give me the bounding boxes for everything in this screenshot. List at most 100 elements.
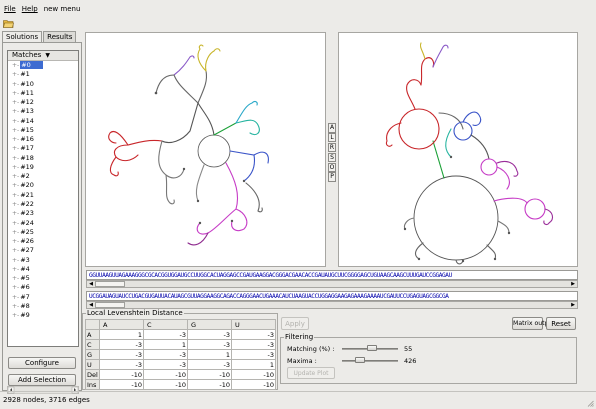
- tree-item[interactable]: +-#12: [8, 98, 78, 107]
- tree-item[interactable]: +-#16: [8, 135, 78, 144]
- tree-item[interactable]: +-#14: [8, 117, 78, 126]
- view-button-o[interactable]: O: [328, 162, 336, 173]
- expand-icon[interactable]: +-: [12, 191, 20, 199]
- expand-icon[interactable]: +-: [12, 238, 20, 246]
- scroll-thumb[interactable]: [95, 302, 125, 308]
- scroll-left-icon[interactable]: ◀: [89, 302, 93, 308]
- tree-item[interactable]: +-#5: [8, 274, 78, 283]
- configure-button[interactable]: Configure: [8, 357, 76, 369]
- sequence-top[interactable]: GGUUAAGUUAGAAAGGGCGCACGGUGGAUGCCUUGGCACU…: [86, 270, 578, 280]
- matrix-output-button[interactable]: Matrix output: [512, 317, 555, 330]
- matrix-cell[interactable]: -3: [231, 339, 276, 350]
- tree-item[interactable]: +-#23: [8, 209, 78, 218]
- matrix-cell[interactable]: -10: [231, 369, 276, 380]
- expand-icon[interactable]: +-: [12, 71, 20, 79]
- expand-icon[interactable]: +-: [12, 136, 20, 144]
- expand-icon[interactable]: +-: [12, 228, 20, 236]
- expand-icon[interactable]: +-: [12, 265, 20, 273]
- matrix-cell[interactable]: -10: [99, 379, 144, 390]
- update-plot-button[interactable]: Update Plot: [287, 367, 335, 379]
- tree-item[interactable]: +-#1: [8, 70, 78, 79]
- view-button-a[interactable]: A: [328, 123, 336, 133]
- matches-tree[interactable]: Matches ▼ +- #0 +-#1 +-#10 +-#11 +-#12 +-#13 +-…: [7, 50, 79, 347]
- sequence-bottom-scrollbar[interactable]: ◀ ▶: [86, 301, 578, 309]
- matrix-cell[interactable]: -10: [187, 369, 232, 380]
- matrix-cell[interactable]: -3: [187, 339, 232, 350]
- tree-item[interactable]: +-#24: [8, 219, 78, 228]
- matrix-cell[interactable]: -3: [99, 359, 144, 370]
- open-folder-icon[interactable]: [3, 19, 14, 28]
- expand-icon[interactable]: +-: [12, 293, 20, 301]
- sequence-bottom[interactable]: UCGGAUAGUAUCCUGACGUGAUUACAUAGCGUUAGGAAGG…: [86, 291, 578, 301]
- matrix-cell[interactable]: -3: [143, 329, 188, 340]
- tree-item[interactable]: +-#27: [8, 246, 78, 255]
- view-button-p[interactable]: P: [328, 172, 336, 182]
- expand-icon[interactable]: +-: [12, 312, 20, 320]
- view-button-s[interactable]: S: [328, 152, 336, 163]
- tree-item[interactable]: +-#2: [8, 172, 78, 181]
- expand-icon[interactable]: +-: [12, 256, 20, 264]
- scroll-left-icon[interactable]: ◀: [89, 281, 93, 287]
- matrix-cell[interactable]: 1: [99, 329, 144, 340]
- tree-item[interactable]: +-#6: [8, 283, 78, 292]
- tree-item[interactable]: +-#9: [8, 311, 78, 320]
- sequence-top-scrollbar[interactable]: ◀ ▶: [86, 280, 578, 288]
- expand-icon[interactable]: +-: [12, 219, 20, 227]
- expand-icon[interactable]: +-: [12, 62, 20, 69]
- scroll-right-icon[interactable]: ▶: [571, 302, 575, 308]
- maxima-slider-handle[interactable]: [355, 357, 365, 363]
- matrix-cell[interactable]: -10: [143, 369, 188, 380]
- matrix-cell[interactable]: -3: [143, 359, 188, 370]
- scroll-thumb[interactable]: [95, 281, 125, 287]
- expand-icon[interactable]: +-: [12, 80, 20, 88]
- matrix-cell[interactable]: -3: [143, 349, 188, 360]
- view-button-l[interactable]: L: [328, 132, 336, 143]
- tab-results[interactable]: Results: [43, 31, 77, 43]
- tree-item[interactable]: +-#26: [8, 237, 78, 246]
- matrix-cell[interactable]: -10: [99, 369, 144, 380]
- expand-icon[interactable]: +-: [12, 154, 20, 162]
- tree-item[interactable]: +-#13: [8, 107, 78, 116]
- view-button-r[interactable]: R: [328, 142, 336, 153]
- expand-icon[interactable]: +-: [12, 284, 20, 292]
- matrix-cell[interactable]: -10: [187, 379, 232, 390]
- maxima-slider-track[interactable]: [342, 360, 398, 362]
- scroll-right-icon[interactable]: ▶: [571, 281, 575, 287]
- expand-icon[interactable]: +-: [12, 200, 20, 208]
- matrix-cell[interactable]: 1: [143, 339, 188, 350]
- tab-solutions[interactable]: Solutions: [2, 31, 43, 43]
- expand-icon[interactable]: +-: [12, 117, 20, 125]
- tree-item[interactable]: +-#11: [8, 89, 78, 98]
- tree-item[interactable]: +-#15: [8, 126, 78, 135]
- tree-item[interactable]: +-#21: [8, 191, 78, 200]
- expand-icon[interactable]: +-: [12, 108, 20, 116]
- structure-view-left[interactable]: [85, 32, 326, 267]
- expand-icon[interactable]: +-: [12, 247, 20, 255]
- expand-icon[interactable]: +-: [12, 275, 20, 283]
- reset-button[interactable]: Reset: [546, 317, 576, 330]
- tree-item[interactable]: +- #0: [8, 61, 78, 70]
- matrix-cell[interactable]: -3: [99, 349, 144, 360]
- matrix-cell[interactable]: -3: [99, 339, 144, 350]
- matrix-cell[interactable]: -10: [143, 379, 188, 390]
- tree-item[interactable]: +-#17: [8, 144, 78, 153]
- expand-icon[interactable]: +-: [12, 126, 20, 134]
- tree-header[interactable]: Matches ▼: [8, 51, 78, 61]
- matrix-cell[interactable]: -3: [187, 359, 232, 370]
- matrix-cell[interactable]: 1: [187, 349, 232, 360]
- tree-item[interactable]: +-#25: [8, 228, 78, 237]
- tree-item[interactable]: +-#3: [8, 256, 78, 265]
- tree-item[interactable]: +-#7: [8, 293, 78, 302]
- tree-item[interactable]: +-#4: [8, 265, 78, 274]
- tree-item[interactable]: +-#8: [8, 302, 78, 311]
- tree-item[interactable]: +-#10: [8, 80, 78, 89]
- expand-icon[interactable]: +-: [12, 163, 20, 171]
- matrix-cell[interactable]: 1: [231, 359, 276, 370]
- matrix-cell[interactable]: -10: [231, 379, 276, 390]
- expand-icon[interactable]: +-: [12, 302, 20, 310]
- expand-icon[interactable]: +-: [12, 99, 20, 107]
- expand-icon[interactable]: +-: [12, 182, 20, 190]
- menu-new[interactable]: new menu: [43, 5, 81, 13]
- tree-item[interactable]: +-#22: [8, 200, 78, 209]
- matrix-cell[interactable]: -3: [187, 329, 232, 340]
